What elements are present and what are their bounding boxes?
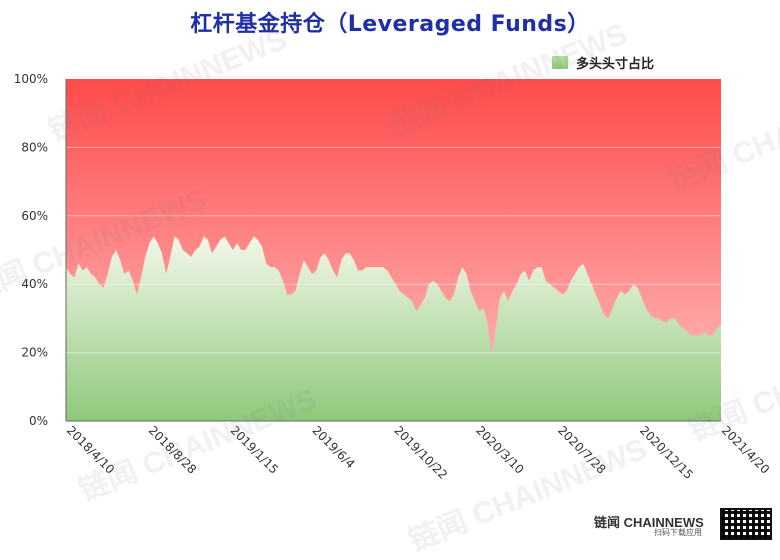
x-tick-label: 2018/8/28: [146, 423, 199, 476]
legend: 多头头寸占比: [552, 54, 655, 72]
legend-label: 多头头寸占比: [576, 56, 655, 72]
brand-logo: 链闻 CHAINNEWS: [594, 515, 704, 530]
chart-title: 杠杆基金持仓（Leveraged Funds）: [190, 12, 590, 37]
legend-swatch: [552, 55, 568, 69]
x-tick-label: 2019/10/22: [391, 423, 450, 482]
x-tick-label: 2021/4/20: [719, 423, 772, 476]
brand-subtitle: 扫码下载应用: [654, 528, 702, 537]
y-tick-label: 40%: [21, 277, 48, 291]
y-tick-label: 0%: [29, 414, 48, 428]
y-tick-label: 100%: [14, 72, 48, 86]
x-tick-label: 2019/6/4: [310, 423, 358, 471]
x-tick-label: 2018/4/10: [64, 423, 117, 476]
y-tick-label: 80%: [21, 140, 48, 154]
x-tick-label: 2020/3/10: [473, 423, 526, 476]
y-tick-label: 60%: [21, 209, 48, 223]
long-position-area: [66, 236, 721, 421]
x-tick-label: 2019/1/15: [228, 423, 281, 476]
qr-code: [720, 508, 772, 540]
y-tick-label: 20%: [21, 346, 48, 360]
chart-plot: 0% 20% 40% 60% 80% 100% 2018/4/10 2018/8/28 201…: [14, 72, 773, 482]
x-tick-label: 2020/12/15: [637, 423, 696, 482]
x-tick-label: 2020/7/28: [555, 423, 608, 476]
